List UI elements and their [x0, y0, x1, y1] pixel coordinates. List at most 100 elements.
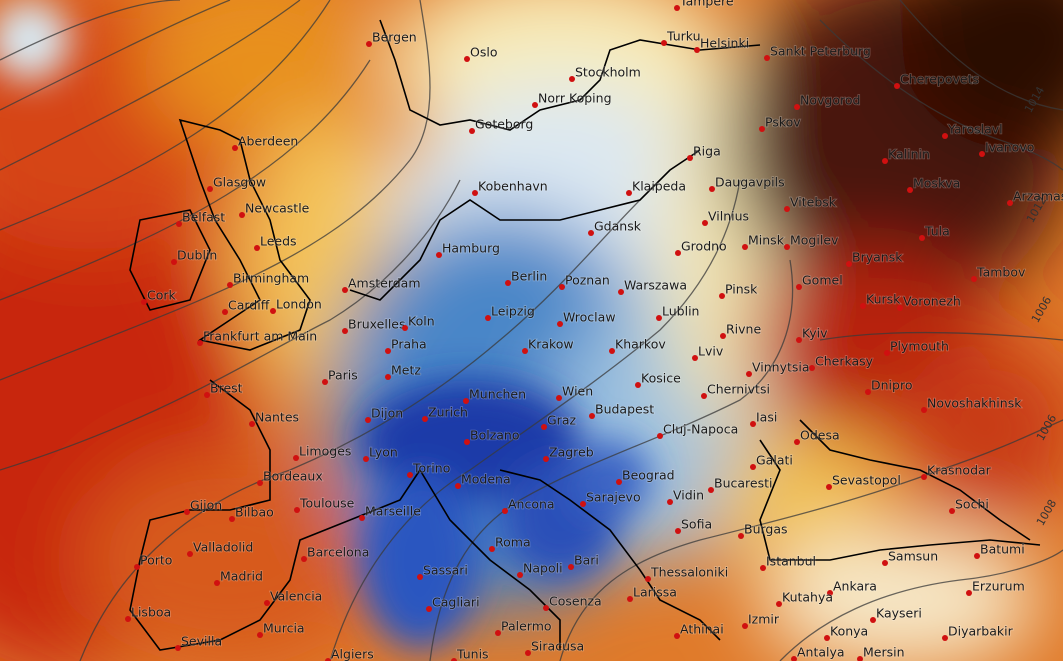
city-dot	[635, 382, 641, 388]
city-label: Wroclaw	[563, 310, 616, 325]
city-dot	[464, 56, 470, 62]
city-dot	[709, 186, 715, 192]
city-label: Mersin	[863, 645, 905, 660]
city-label: Cherepovets	[900, 72, 979, 87]
city-dot	[505, 280, 511, 286]
city-label: Sevastopol	[832, 473, 901, 488]
city-label: Dublin	[177, 248, 217, 263]
city-label: Gdansk	[594, 219, 642, 234]
city-label: Minsk	[748, 233, 785, 248]
city-dot	[897, 305, 903, 311]
city-label: Pskov	[765, 115, 801, 130]
city-label: Novoshakhinsk	[927, 396, 1022, 411]
city-dot	[301, 556, 307, 562]
city-label: Bilbao	[235, 505, 274, 520]
city-dot	[776, 601, 782, 607]
city-dot	[694, 47, 700, 53]
city-label: Cardiff	[228, 298, 270, 313]
city-dot	[485, 315, 491, 321]
city-label: Vilnius	[708, 209, 749, 224]
city-dot	[557, 321, 563, 327]
city-dot	[796, 337, 802, 343]
city-dot	[407, 472, 413, 478]
city-label: Porto	[140, 553, 172, 568]
city-label: Chernivtsi	[707, 382, 770, 397]
city-label: Sankt Peterburg	[770, 44, 871, 59]
city-label: Newcastle	[245, 201, 310, 216]
city-label: Kutahya	[782, 590, 833, 605]
city-dot	[865, 389, 871, 395]
city-dot	[738, 533, 744, 539]
city-dot	[568, 564, 574, 570]
city-label: Thessaloniki	[650, 565, 728, 580]
city-label: Diyarbakir	[948, 624, 1014, 639]
city-label: Belfast	[182, 210, 225, 225]
city-label: Rivne	[726, 322, 761, 337]
city-label: Cork	[147, 288, 177, 303]
city-label: Odesa	[800, 428, 840, 443]
city-label: Metz	[391, 363, 421, 378]
city-label: Erzurum	[972, 579, 1025, 594]
city-dot	[222, 309, 228, 315]
city-dot	[692, 355, 698, 361]
city-label: Kharkov	[615, 337, 666, 352]
city-label: Napoli	[523, 561, 563, 576]
city-label: Gijon	[190, 498, 222, 513]
city-dot	[436, 252, 442, 258]
city-dot	[942, 133, 948, 139]
city-label: Madrid	[220, 569, 263, 584]
city-label: Birmingham	[233, 271, 309, 286]
city-dot	[580, 501, 586, 507]
city-label: Bruxelles	[348, 317, 406, 332]
city-label: Sassari	[423, 563, 468, 578]
city-label: Dnipro	[871, 378, 912, 393]
city-label: Siracusa	[531, 639, 584, 654]
city-dot	[359, 515, 365, 521]
city-dot	[942, 635, 948, 641]
city-dot	[675, 250, 681, 256]
city-dot	[569, 76, 575, 82]
city-dot	[746, 371, 752, 377]
city-label: Zurich	[428, 405, 468, 420]
city-label: Iasi	[756, 410, 777, 425]
city-dot	[966, 590, 972, 596]
city-label: Batumi	[980, 542, 1025, 557]
city-label: Pinsk	[725, 282, 758, 297]
city-dot	[257, 632, 263, 638]
city-dot	[229, 516, 235, 522]
city-dot	[827, 590, 833, 596]
city-dot	[784, 244, 790, 250]
city-label: Stockholm	[575, 65, 641, 80]
city-dot	[204, 392, 210, 398]
city-dot	[472, 190, 478, 196]
city-dot	[760, 565, 766, 571]
city-label: Glasgow	[213, 175, 266, 190]
city-label: Burgas	[744, 522, 788, 537]
city-dot	[764, 55, 770, 61]
city-dot	[366, 41, 372, 47]
city-dot	[616, 479, 622, 485]
city-label: Roma	[495, 535, 531, 550]
city-dot	[294, 507, 300, 513]
city-label: Palermo	[501, 619, 552, 634]
city-dot	[826, 484, 832, 490]
city-label: Leipzig	[491, 304, 535, 319]
city-dot	[385, 374, 391, 380]
city-label: Lublin	[662, 304, 699, 319]
city-dot	[264, 600, 270, 606]
city-dot	[656, 315, 662, 321]
city-dot	[489, 546, 495, 552]
city-dot	[197, 340, 203, 346]
city-dot	[882, 560, 888, 566]
city-label: Nantes	[255, 410, 299, 425]
city-dot	[141, 299, 147, 305]
city-dot	[402, 325, 408, 331]
city-dot	[809, 365, 815, 371]
city-dot	[750, 464, 756, 470]
city-dot	[794, 439, 800, 445]
city-label: Larissa	[633, 585, 677, 600]
city-label: Warszawa	[624, 278, 687, 293]
city-dot	[464, 439, 470, 445]
city-dot	[385, 348, 391, 354]
city-label: Sochi	[955, 497, 989, 512]
